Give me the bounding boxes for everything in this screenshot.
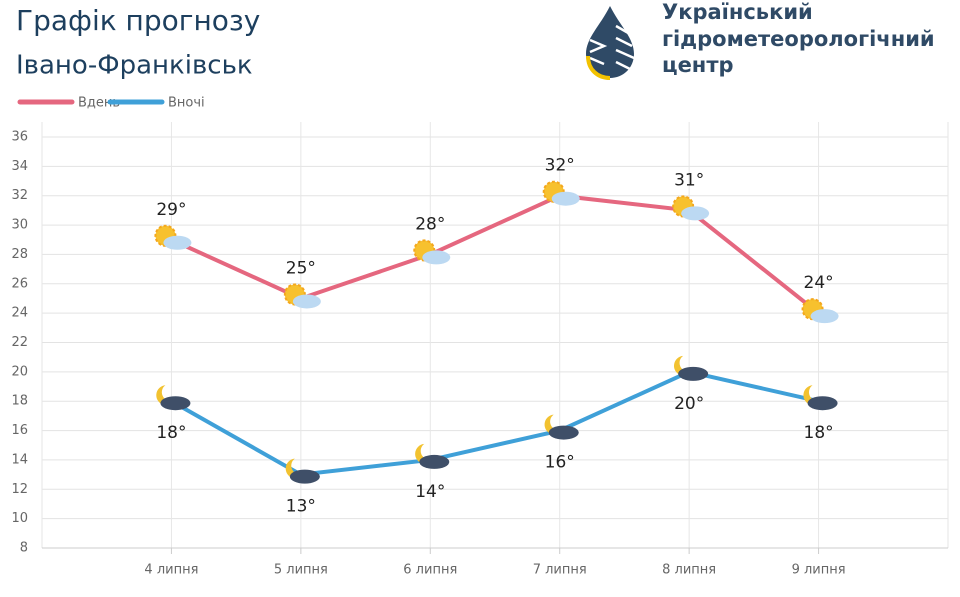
series-line bbox=[170, 193, 820, 315]
cloud bbox=[422, 250, 451, 265]
cloud bbox=[678, 366, 709, 381]
weather-icon bbox=[413, 239, 451, 265]
value-label: 20° bbox=[674, 394, 704, 414]
moon bbox=[415, 443, 435, 464]
y-tick-label: 14 bbox=[11, 452, 28, 467]
weather-icon bbox=[285, 458, 320, 484]
cloud bbox=[810, 309, 839, 324]
logo-text: Український bbox=[662, 0, 813, 24]
y-tick-label: 24 bbox=[11, 306, 28, 321]
moon bbox=[156, 385, 176, 406]
x-tick-label: 5 липня bbox=[274, 563, 328, 578]
x-tick-label: 6 липня bbox=[403, 563, 457, 578]
moon bbox=[673, 355, 694, 376]
weather-icon bbox=[803, 385, 838, 411]
weather-icon bbox=[544, 414, 579, 440]
moon bbox=[544, 414, 564, 435]
weather-icon bbox=[673, 355, 709, 381]
cloud bbox=[419, 454, 450, 469]
logo-text: центр bbox=[662, 53, 734, 77]
y-tick-label: 36 bbox=[11, 130, 28, 145]
x-tick-label: 9 липня bbox=[792, 563, 846, 578]
value-label: 16° bbox=[545, 453, 575, 473]
y-tick-label: 30 bbox=[11, 218, 28, 233]
x-tick-label: 7 липня bbox=[533, 563, 587, 578]
value-label: 24° bbox=[804, 273, 834, 293]
y-tick-label: 26 bbox=[11, 276, 28, 291]
y-tick-label: 10 bbox=[11, 511, 28, 526]
cloud bbox=[160, 396, 191, 411]
cloud bbox=[289, 469, 320, 484]
value-label: 32° bbox=[545, 156, 575, 176]
x-tick-label: 8 липня bbox=[662, 563, 716, 578]
chart-title: Графік прогнозу bbox=[16, 4, 260, 37]
logo-text: гідрометеорологічний bbox=[662, 27, 935, 51]
y-tick-label: 8 bbox=[20, 541, 28, 556]
value-label: 31° bbox=[674, 170, 704, 190]
value-label: 25° bbox=[286, 258, 316, 278]
y-tick-label: 16 bbox=[11, 423, 28, 438]
chart-subtitle: Івано-Франківськ bbox=[16, 51, 253, 81]
y-tick-label: 12 bbox=[11, 482, 28, 497]
value-label: 28° bbox=[415, 214, 445, 234]
logo bbox=[586, 6, 635, 80]
cloud bbox=[163, 235, 192, 250]
cloud bbox=[548, 425, 579, 440]
weather-icon bbox=[801, 298, 839, 324]
y-tick-label: 32 bbox=[11, 188, 28, 203]
value-label: 18° bbox=[804, 423, 834, 443]
weather-icon bbox=[415, 443, 450, 469]
weather-icon bbox=[156, 385, 191, 411]
legend-label: Вночі bbox=[168, 96, 205, 111]
moon bbox=[285, 458, 305, 479]
weather-icon bbox=[672, 195, 710, 221]
cloud bbox=[551, 191, 580, 206]
cloud bbox=[807, 396, 838, 411]
moon bbox=[803, 385, 823, 406]
value-label: 18° bbox=[156, 423, 186, 443]
y-tick-label: 18 bbox=[11, 394, 28, 409]
weather-icon bbox=[283, 283, 321, 309]
value-label: 14° bbox=[415, 482, 445, 502]
y-tick-label: 28 bbox=[11, 247, 28, 262]
cloud bbox=[681, 206, 710, 221]
y-tick-label: 20 bbox=[11, 364, 28, 379]
y-tick-label: 22 bbox=[11, 335, 28, 350]
cloud bbox=[292, 294, 321, 309]
weather-icon bbox=[542, 180, 580, 206]
series-line bbox=[170, 369, 820, 477]
weather-icon bbox=[154, 224, 192, 250]
x-tick-label: 4 липня bbox=[144, 563, 198, 578]
y-tick-label: 34 bbox=[11, 159, 28, 174]
value-label: 29° bbox=[156, 200, 186, 220]
value-label: 13° bbox=[286, 497, 316, 517]
legend-label: Вдень bbox=[78, 96, 120, 111]
